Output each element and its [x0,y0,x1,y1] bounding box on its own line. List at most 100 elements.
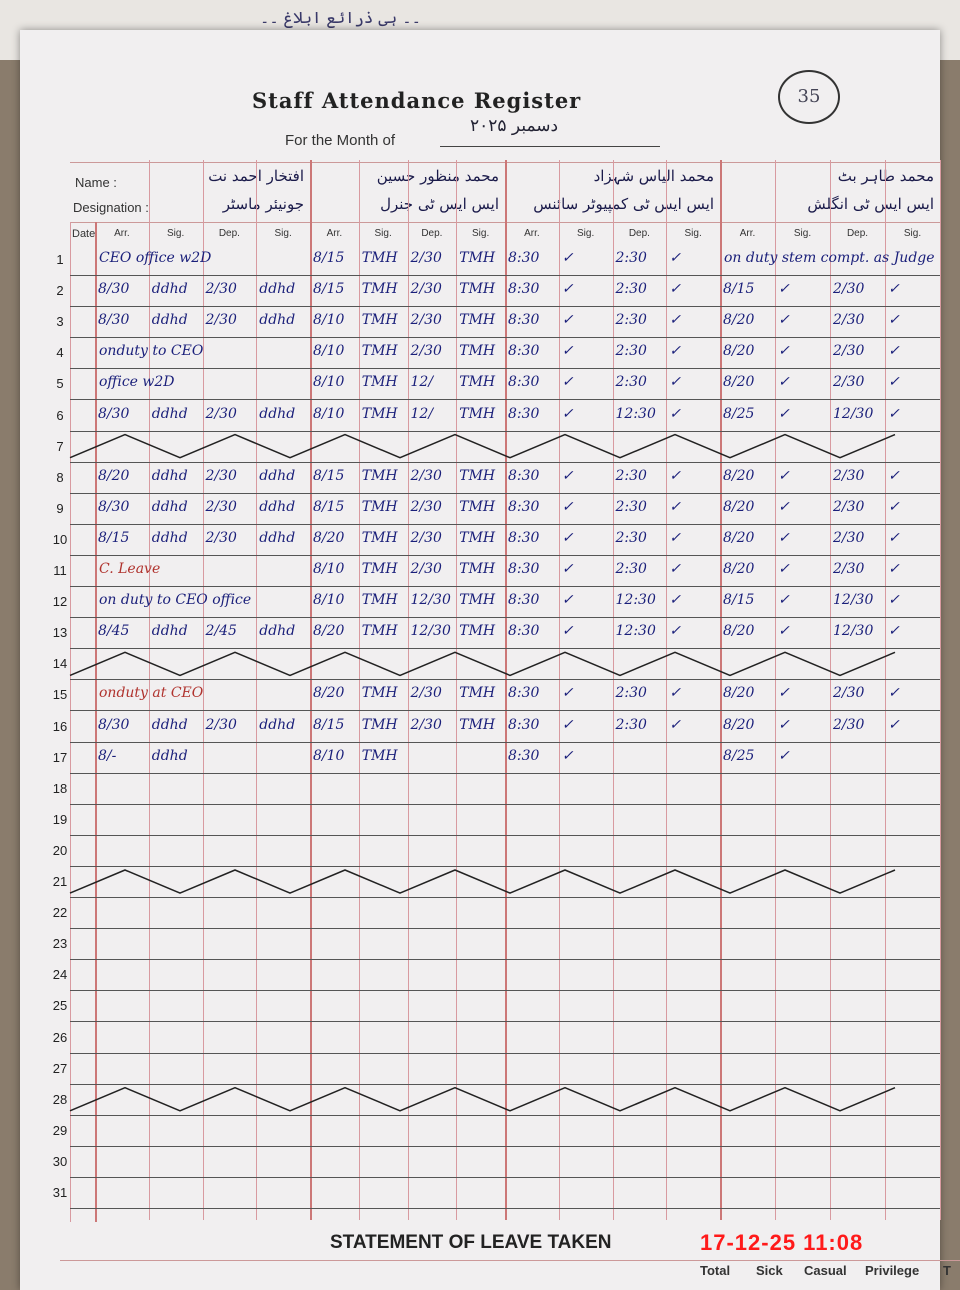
signature: ✓ [888,343,900,360]
row-date: 19 [52,811,68,827]
table-row: 28 [53,1084,940,1116]
row-date: 13 [52,625,68,641]
time-entry: 8/20 [313,529,345,546]
time-entry: 8/30 [98,405,130,422]
handwritten-note: CEO office w2D [99,250,212,266]
time-entry: 2/45 [205,623,237,640]
month-label: For the Month of [285,132,396,149]
time-entry: 2/30 [833,561,865,577]
time-entry: 8:30 [508,250,540,266]
time-entry: 8/15 [98,529,130,546]
time-entry: 8/10 [313,312,345,329]
signature: ✓ [888,312,900,329]
time-entry: 8/45 [98,623,130,640]
row-date: 12 [52,594,68,610]
time-entry: 8/20 [723,374,755,391]
table-row: 10 8/15 ddhd 2/30 ddhd 8/20 TMH 2/30 TMH 8:30 ✓ 2:3… [53,524,940,556]
signature: ✓ [561,498,574,515]
time-entry: 2/30 [205,498,237,515]
time-entry: 8:30 [508,623,540,640]
time-entry: 2:30 [615,561,647,577]
handwritten-note: onduty at CEO [99,685,204,702]
time-entry: 2/30 [205,312,237,329]
signature: ✓ [669,498,681,515]
time-entry: 8/- [98,747,117,764]
time-entry: 12/30 [833,405,874,422]
time-entry: 12/30 [833,623,874,640]
time-entry: 8:30 [508,747,540,764]
row-date: 15 [52,687,68,703]
signature: ✓ [561,592,574,609]
time-entry: 8:30 [508,281,540,298]
column-line [666,160,668,1220]
column-header: Arr. [326,228,343,239]
signature: ddhd [259,623,296,640]
time-entry: 2:30 [615,467,647,484]
table-row: 30 [53,1146,940,1178]
table-row: 21 [53,866,940,899]
column-line [407,160,409,1220]
column-line [456,160,458,1220]
row-date: 9 [56,500,64,516]
signature: ddhd [259,312,296,329]
signature: ✓ [669,716,681,733]
leave-statement-title: STATEMENT OF LEAVE TAKEN [330,1232,612,1253]
column-line [830,160,831,1220]
signature: ✓ [778,623,790,640]
time-entry: 2/30 [833,374,865,391]
handwritten-note: office w2D [99,374,175,391]
designation-label: Designation : [73,200,149,215]
time-entry: 8/20 [98,467,130,484]
table-row: 14 [53,648,940,681]
column-header: Arr. [739,228,756,239]
time-entry: 2:30 [615,716,647,733]
time-entry: 8/25 [723,405,755,422]
signature: ddhd [151,467,188,484]
time-entry: 2/30 [410,250,442,266]
signature: ✓ [561,467,574,484]
signature: ✓ [888,716,900,733]
signature: ✓ [888,467,900,484]
time-entry: 8/30 [98,312,130,329]
table-row: 6 8/30 ddhd 2/30 ddhd 8/10 TMH 12/TMH 8:30 ✓ 12:30… [56,400,940,432]
time-entry: 8/10 [313,374,345,391]
table-row: 24 [53,959,940,992]
signature: ✓ [669,281,681,298]
signature: ✓ [669,685,681,702]
month-line [440,146,660,147]
signature: ddhd [259,716,296,733]
time-entry: 8/15 [313,281,345,298]
signature: TMH [459,498,496,515]
time-entry: 8:30 [508,498,540,515]
staff-name: افتخار احمد نت [208,167,304,185]
time-entry: 2/30 [410,529,442,546]
signature: ✓ [561,343,574,360]
signature: ✓ [778,281,790,298]
time-entry: 8/15 [723,281,755,298]
signature: TMH [459,716,496,733]
signature: ✓ [888,623,900,640]
column-line [558,160,560,1220]
time-entry: 2/30 [833,498,865,515]
signature: TMH [459,250,496,266]
leave-column-header: Casual [804,1263,847,1278]
table-row: 16 8/30 ddhd 2/30 ddhd 8/15 TMH 2/30 TMH 8:30 ✓ 2:3… [53,711,940,743]
table-row: 20 [53,835,940,867]
signature: ✓ [561,529,574,546]
time-entry: 8:30 [508,685,540,702]
signature: ✓ [669,529,681,546]
time-entry: 8/25 [723,747,755,764]
time-entry: 2/30 [833,716,865,733]
signature: TMH [361,281,398,298]
column-header: Dep. [628,228,650,239]
table-row: 5 office w2D 8/10 TMH 12/TMH 8:30 ✓ 2:30 ✓ 8/20 ✓ 2… [56,368,940,401]
signature: TMH [361,747,398,764]
row-date: 16 [52,718,68,734]
signature: TMH [459,529,496,546]
column-header: Arr. [114,228,130,239]
signature: ✓ [561,747,574,764]
signature: ✓ [778,374,790,391]
time-entry: 8/20 [723,343,755,360]
signature: ✓ [888,561,900,577]
signature: ✓ [561,312,574,329]
